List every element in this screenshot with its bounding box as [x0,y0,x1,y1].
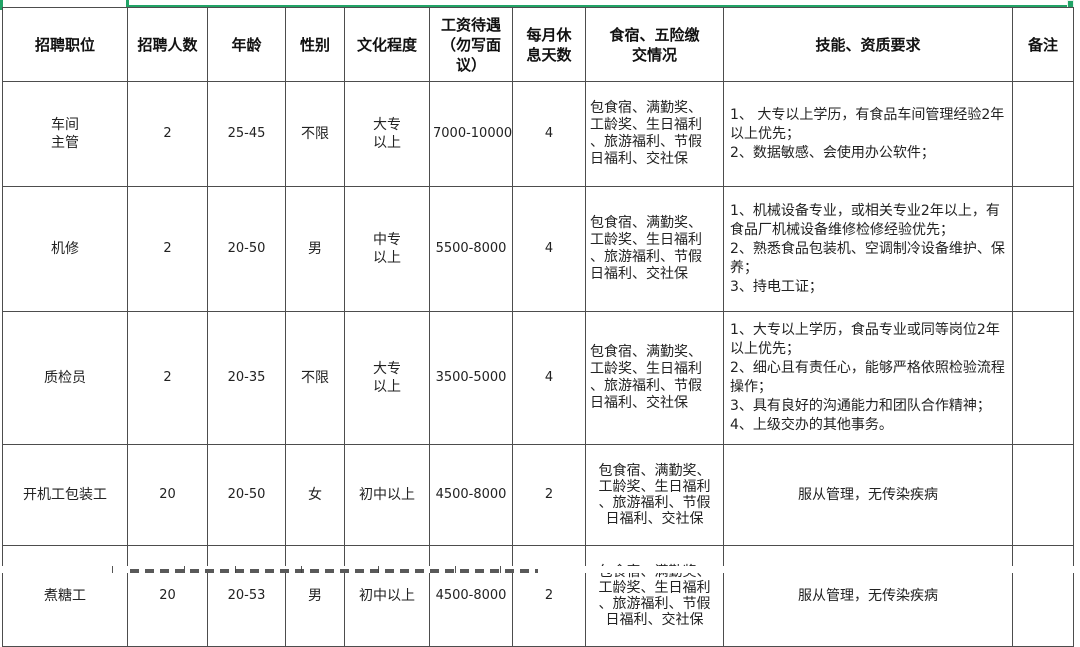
cell-skills[interactable]: 服从管理，无传染疾病 [723,545,1013,647]
clipped-text [130,569,538,573]
cell-age[interactable]: 20-50 [207,444,286,546]
cell-remarks[interactable] [1012,545,1074,647]
cell-headcount[interactable]: 2 [127,186,208,312]
clipped-next-row [0,566,1080,573]
cell-benefits[interactable]: 包食宿、满勤奖、工龄奖、生日福利、旅游福利、节假日福利、交社保 [585,545,724,647]
cell-salary[interactable]: 4500-8000 [429,444,513,546]
cell-gender[interactable]: 男 [285,186,345,312]
cell-gender[interactable]: 不限 [285,81,345,187]
header-skills[interactable]: 技能、资质要求 [723,7,1013,82]
cell-education[interactable]: 大专 以上 [344,311,430,445]
cell-salary[interactable]: 4500-8000 [429,545,513,647]
cell-position[interactable]: 开机工包装工 [2,444,128,546]
header-age[interactable]: 年龄 [207,7,286,82]
cell-benefits[interactable]: 包食宿、满勤奖、工龄奖、生日福利、旅游福利、节假日福利、交社保 [585,444,724,546]
header-rest-days[interactable]: 每月休 息天数 [512,7,586,82]
cell-skills[interactable]: 1、 大专以上学历，有食品车间管理经验2年以上优先； 2、数据敏感、会使用办公软… [723,81,1013,187]
cell-position[interactable]: 质检员 [2,311,128,445]
recruitment-table: 招聘职位 招聘人数 年龄 性别 文化程度 工资待遇 （勿写面 议） 每月休 息天… [2,7,1074,647]
header-row: 招聘职位 招聘人数 年龄 性别 文化程度 工资待遇 （勿写面 议） 每月休 息天… [2,7,1074,82]
cell-age[interactable]: 20-35 [207,311,286,445]
header-benefits[interactable]: 食宿、五险缴 交情况 [585,7,724,82]
cell-education[interactable]: 中专 以上 [344,186,430,312]
benefits-text: 包食宿、满勤奖、工龄奖、生日福利、旅游福利、节假日福利、交社保 [590,344,702,411]
cell-age[interactable]: 25-45 [207,81,286,187]
header-headcount[interactable]: 招聘人数 [127,7,208,82]
cell-education[interactable]: 大专 以上 [344,81,430,187]
cell-headcount[interactable]: 2 [127,311,208,445]
cell-education[interactable]: 初中以上 [344,444,430,546]
header-salary[interactable]: 工资待遇 （勿写面 议） [429,7,513,82]
cell-gender[interactable]: 女 [285,444,345,546]
cell-rest-days[interactable]: 2 [512,444,586,546]
header-position[interactable]: 招聘职位 [2,7,128,82]
selection-border-left-tick [0,0,3,10]
cell-skills[interactable]: 1、大专以上学历，食品专业或同等岗位2年以上优先； 2、细心且有责任心，能够严格… [723,311,1013,445]
cell-position[interactable]: 机修 [2,186,128,312]
table-row: 煮糖工 20 20-53 男 初中以上 4500-8000 2 包食宿、满勤奖、… [2,545,1074,647]
cell-position[interactable]: 煮糖工 [2,545,128,647]
cell-benefits[interactable]: 包食宿、满勤奖、工龄奖、生日福利、旅游福利、节假日福利、交社保 [585,311,724,445]
header-gender[interactable]: 性别 [285,7,345,82]
selection-border [127,5,1071,8]
table-row: 质检员 2 20-35 不限 大专 以上 3500-5000 4 包食宿、满勤奖… [2,311,1074,445]
cell-age[interactable]: 20-53 [207,545,286,647]
cell-age[interactable]: 20-50 [207,186,286,312]
cell-remarks[interactable] [1012,81,1074,187]
benefits-text: 包食宿、满勤奖、工龄奖、生日福利、旅游福利、节假日福利、交社保 [598,564,711,628]
cell-rest-days[interactable]: 4 [512,81,586,187]
cell-remarks[interactable] [1012,444,1074,546]
cell-benefits[interactable]: 包食宿、满勤奖、工龄奖、生日福利、旅游福利、节假日福利、交社保 [585,186,724,312]
table-row: 机修 2 20-50 男 中专 以上 5500-8000 4 包食宿、满勤奖、工… [2,186,1074,312]
cell-salary[interactable]: 7000-10000 [429,81,513,187]
cell-rest-days[interactable]: 4 [512,311,586,445]
cell-skills[interactable]: 服从管理，无传染疾病 [723,444,1013,546]
cell-benefits[interactable]: 包食宿、满勤奖、工龄奖、生日福利、旅游福利、节假日福利、交社保 [585,81,724,187]
table-row: 开机工包装工 20 20-50 女 初中以上 4500-8000 2 包食宿、满… [2,444,1074,546]
cell-gender[interactable]: 男 [285,545,345,647]
table-row: 车间 主管 2 25-45 不限 大专 以上 7000-10000 4 包食宿、… [2,81,1074,187]
header-remarks[interactable]: 备注 [1012,7,1074,82]
benefits-text: 包食宿、满勤奖、工龄奖、生日福利、旅游福利、节假日福利、交社保 [590,100,702,167]
selection-border-column-tick [126,0,129,8]
cell-remarks[interactable] [1012,186,1074,312]
cell-rest-days[interactable]: 4 [512,186,586,312]
cell-salary[interactable]: 3500-5000 [429,311,513,445]
cell-skills[interactable]: 1、机械设备专业，或相关专业2年以上，有食品厂机械设备维修检修经验优先； 2、熟… [723,186,1013,312]
cell-education[interactable]: 初中以上 [344,545,430,647]
cell-headcount[interactable]: 20 [127,545,208,647]
cell-remarks[interactable] [1012,311,1074,445]
cell-position[interactable]: 车间 主管 [2,81,128,187]
header-education[interactable]: 文化程度 [344,7,430,82]
cell-gender[interactable]: 不限 [285,311,345,445]
cell-rest-days[interactable]: 2 [512,545,586,647]
benefits-text: 包食宿、满勤奖、工龄奖、生日福利、旅游福利、节假日福利、交社保 [590,215,702,282]
benefits-text: 包食宿、满勤奖、工龄奖、生日福利、旅游福利、节假日福利、交社保 [598,463,711,527]
cell-salary[interactable]: 5500-8000 [429,186,513,312]
cell-headcount[interactable]: 20 [127,444,208,546]
cell-headcount[interactable]: 2 [127,81,208,187]
